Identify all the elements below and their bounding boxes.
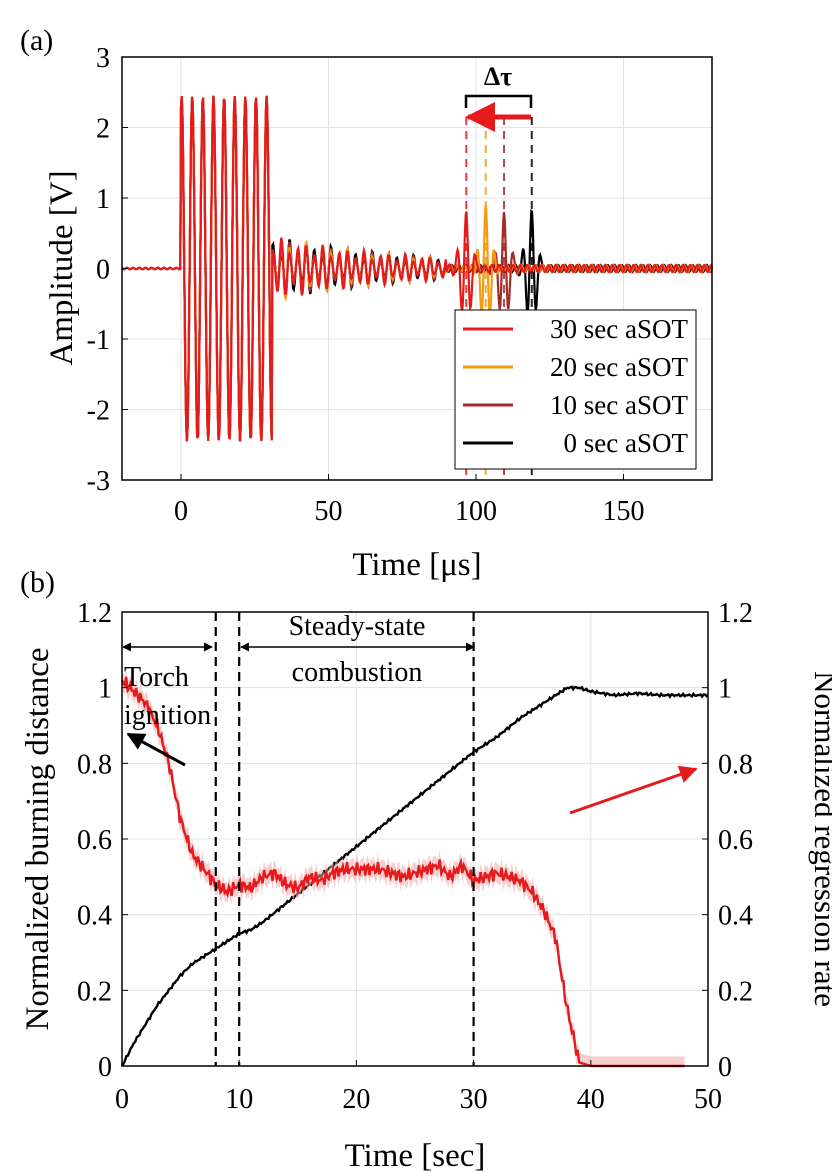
right-axis-indicator-arrow [569, 765, 698, 815]
y2-tick-label: 0.6 [718, 825, 753, 856]
panel-a-series [121, 95, 714, 442]
x-tick-label: 40 [577, 1084, 605, 1115]
x-tick-label: 30 [460, 1084, 488, 1115]
x-tick-label: 20 [342, 1084, 370, 1115]
y-tick-label: 0.8 [77, 749, 112, 780]
y2-tick-label: 0 [718, 1052, 732, 1083]
torch-label-1: Torch [124, 662, 189, 693]
y2-tick-label: 1.2 [718, 598, 753, 629]
panel-b-label: (b) [20, 566, 55, 599]
delta-tau-label: Δτ [484, 62, 512, 91]
panel-a-xlabel: Time [μs] [352, 547, 481, 583]
y2-tick-label: 0.8 [718, 749, 753, 780]
torch-label-2: ignition [124, 700, 211, 731]
y-tick-label: 1 [98, 674, 112, 705]
legend-entry: 20 sec aSOT [550, 352, 688, 382]
panel-a-legend: 30 sec aSOT 20 sec aSOT 10 sec aSOT 0 sec a… [454, 309, 697, 470]
x-tick-label: 0 [174, 496, 188, 527]
panel-b-phase-lines [214, 612, 475, 1066]
left-axis-indicator-arrow [126, 732, 186, 767]
legend-entry: 10 sec aSOT [550, 390, 688, 420]
phase-annotations: Torch ignition Steady-state combustion [122, 611, 475, 731]
panel-a: (a) 0 50 100 150 -3 -2 -1 0 1 2 3 Time [μs] Amplit… [20, 24, 714, 583]
y-tick-label: 0.6 [77, 825, 112, 856]
y-tick-label: 1.2 [77, 598, 112, 629]
x-tick-label: 50 [694, 1084, 722, 1115]
y2-tick-label: 0.2 [718, 976, 753, 1007]
y-tick-label: 1 [96, 184, 110, 215]
waveform-line [121, 95, 713, 442]
panel-b: (b) 0 10 20 30 40 5000.20.40.60.811.200.20.40… [20, 566, 832, 1173]
steady-label-2: combustion [292, 657, 423, 688]
panel-b-xlabel: Time [sec] [345, 1138, 486, 1173]
steady-label-1: Steady-state [289, 611, 426, 642]
x-tick-label: 10 [225, 1084, 253, 1115]
panel-b-ylabel: Normalized burning distance [20, 647, 56, 1030]
y-tick-label: 3 [96, 43, 110, 74]
y2-tick-label: 0.4 [718, 901, 753, 932]
panel-a-label: (a) [20, 24, 53, 57]
panel-a-ticks: 0 50 100 150 -3 -2 -1 0 1 2 3 [87, 43, 645, 527]
y-tick-label: 0.2 [77, 976, 112, 1007]
y-tick-label: 2 [96, 114, 110, 145]
burning-distance-line [120, 685, 709, 1067]
x-tick-label: 100 [455, 496, 497, 527]
y-tick-label: -1 [87, 325, 110, 356]
y-tick-label: 0.4 [77, 901, 112, 932]
legend-entry: 30 sec aSOT [550, 314, 688, 344]
y2-tick-label: 1 [718, 674, 732, 705]
x-tick-label: 0 [115, 1084, 129, 1115]
legend-entry: 0 sec aSOT [564, 428, 689, 458]
panel-b-ticks: 0 10 20 30 40 5000.20.40.60.811.200.20.40.60.… [77, 598, 753, 1115]
x-tick-label: 50 [315, 496, 343, 527]
panel-a-ylabel: Amplitude [V] [44, 170, 80, 365]
delta-tau-annotation: Δτ [464, 62, 533, 132]
y-tick-label: -2 [87, 396, 110, 427]
y-tick-label: -3 [87, 466, 110, 497]
x-tick-label: 150 [603, 496, 645, 527]
y-tick-label: 0 [98, 1052, 112, 1083]
panel-a-echo-markers [465, 117, 533, 480]
panel-b-y2label: Normalized regression rate [808, 671, 832, 1007]
y-tick-label: 0 [96, 255, 110, 286]
